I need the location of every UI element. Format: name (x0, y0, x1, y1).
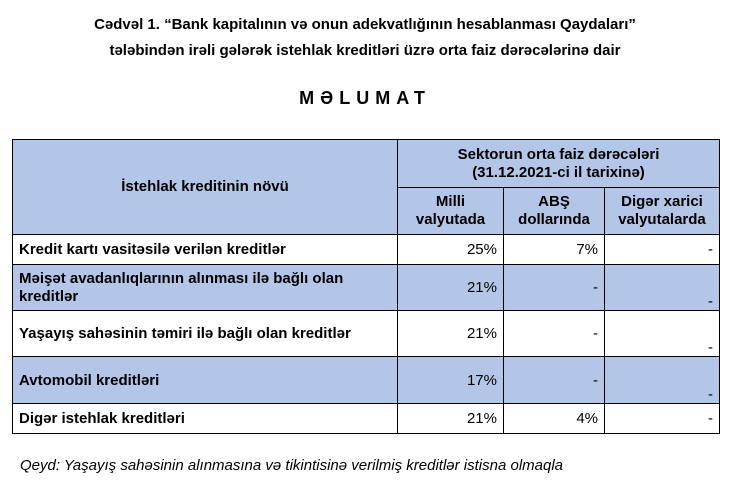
group-header: Sektorun orta faiz dərəcələri (31.12.2021… (397, 139, 720, 188)
cell-value: - (604, 310, 720, 357)
group-header-line-2: (31.12.2021-ci il tarixinə) (472, 163, 645, 181)
heading-line-1: Cədvəl 1. “Bank kapitalının və onun adek… (94, 16, 636, 33)
table-row: Digər istehlak kreditləri 21% 4% - (12, 403, 720, 434)
row-label: Məişət avadanlıqlarının alınması ilə bağ… (12, 264, 398, 311)
footnote: Qeyd: Yaşayış sahəsinin alınmasına və ti… (20, 457, 564, 474)
cell-value: - (503, 310, 605, 357)
table-row: Avtomobil kreditləri 17% - - (12, 356, 720, 404)
row-label: Kredit kartı vasitəsilə verilən kreditlə… (12, 234, 398, 265)
cell-value: 21% (397, 403, 504, 434)
table-row: Kredit kartı vasitəsilə verilən kreditlə… (12, 234, 720, 265)
interest-rate-table: İstehlak kreditinin növü Sektorun orta f… (12, 139, 720, 434)
group-header-line-1: Sektorun orta faiz dərəcələri (457, 145, 660, 163)
cell-value: 17% (397, 356, 504, 404)
cell-value: - (503, 356, 605, 404)
row-label: Avtomobil kreditləri (12, 356, 398, 404)
col-header-national: Milli valyutada (397, 187, 504, 235)
cell-value: 7% (503, 234, 605, 265)
col-header-type: İstehlak kreditinin növü (12, 139, 398, 235)
row-label: Yaşayış sahəsinin təmiri ilə bağlı olan … (12, 310, 398, 357)
cell-value: - (604, 234, 720, 265)
table-row: Məişət avadanlıqlarının alınması ilə bağ… (12, 264, 720, 311)
cell-value: - (604, 264, 720, 311)
col-header-other: Digər xarici valyutalarda (604, 187, 720, 235)
cell-value: - (604, 356, 720, 404)
col-header-usd: ABŞ dollarında (503, 187, 605, 235)
cell-value: 21% (397, 310, 504, 357)
cell-value: - (604, 403, 720, 434)
heading-line-2: tələbindən irəli gələrək istehlak kredit… (109, 42, 621, 59)
cell-value: 4% (503, 403, 605, 434)
cell-value: 21% (397, 264, 504, 311)
document-title: MƏLUMAT (299, 88, 431, 108)
table-row: Yaşayış sahəsinin təmiri ilə bağlı olan … (12, 310, 720, 357)
row-label: Digər istehlak kreditləri (12, 403, 398, 434)
cell-value: 25% (397, 234, 504, 265)
cell-value: - (503, 264, 605, 311)
